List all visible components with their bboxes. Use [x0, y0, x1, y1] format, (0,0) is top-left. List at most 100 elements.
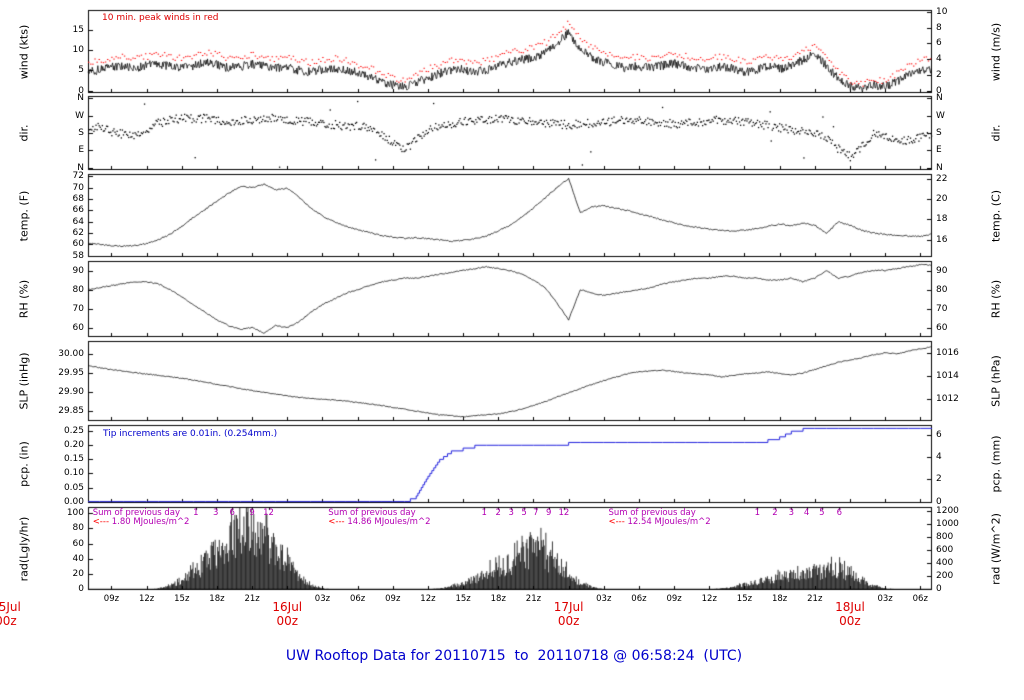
rad-hour-mark: 3 [508, 508, 514, 518]
date-label: 16Jul [272, 600, 303, 614]
chart-title: UW Rooftop Data for 20110715 to 20110718… [285, 648, 743, 664]
y-tick-label-right-slp: 1014 [936, 370, 959, 381]
axis-label-right-rad: rad (W/m^2) [989, 512, 1003, 585]
pcp-tip-note: Tip increments are 0.01in. (0.254mm.) [103, 429, 278, 439]
x-tick-label: 12z [138, 594, 155, 604]
y-tick-label-left-slp: 30.00 [58, 349, 84, 360]
y-tick-label-left-pcp: 0.05 [63, 482, 84, 493]
rad-sum-label: Sum of previous day [608, 508, 696, 518]
rad-sum-amount: 1.80 MJoules/m^2 [111, 517, 190, 527]
y-tick-label-right-wind: 6 [936, 38, 942, 49]
rad-hour-mark: 2 [772, 508, 778, 518]
y-tick-label-left-dir: E [78, 145, 84, 156]
y-tick-label-left-temp: 70 [72, 182, 84, 193]
y-tick-label-left-rad: 20 [72, 569, 84, 579]
x-tick-label: 15z [174, 594, 190, 604]
y-tick-label-left-wind: 10 [72, 45, 84, 56]
axis-label-right-pcp: pcp. (mm) [989, 435, 1003, 493]
y-tick-label-right-wind: 0 [936, 85, 942, 96]
rad-hour-mark: 6 [836, 508, 843, 518]
date-time-label: 00z [276, 614, 299, 628]
y-tick-label-right-temp: 18 [936, 214, 948, 225]
y-tick-label-right-rh: 70 [936, 303, 948, 314]
date-label: 17Jul [553, 600, 584, 614]
y-tick-label-right-rad: 0 [936, 584, 942, 595]
x-tick-label: 21z [525, 594, 542, 604]
y-tick-label-right-rad: 200 [936, 571, 954, 582]
x-tick-label: 15z [736, 594, 753, 604]
y-tick-label-left-dir: W [75, 110, 84, 121]
y-tick-label-right-rh: 90 [936, 265, 948, 276]
x-tick-label: 03z [314, 594, 331, 604]
arrow-left-icon: <--- [328, 517, 348, 527]
rad-sum-label: Sum of previous day [92, 508, 181, 518]
y-tick-label-right-pcp: 0 [936, 496, 942, 507]
date-label: 18Jul [835, 600, 865, 614]
rad-hour-mark: 1 [193, 508, 199, 518]
y-tick-label-right-dir: E [936, 145, 942, 156]
y-tick-label-left-pcp: 0.10 [63, 468, 84, 479]
y-tick-label-right-wind: 10 [936, 6, 948, 17]
axis-label-left-pcp: pcp. (in) [17, 441, 31, 487]
y-tick-label-right-wind: 2 [936, 69, 942, 80]
x-tick-label: 09z [103, 594, 120, 604]
axis-label-right-rh: RH (%) [989, 279, 1003, 319]
rad-sum-value: <--- 14.86 MJoules/m^2 [328, 518, 430, 527]
rad-sum-amount: 14.86 MJoules/m^2 [347, 517, 431, 527]
date-time-label: 00z [0, 614, 17, 628]
axis-label-left-slp: SLP (inHg) [17, 352, 31, 410]
y-tick-label-left-temp: 60 [72, 239, 84, 250]
y-tick-label-left-wind: 5 [78, 65, 84, 76]
rad-hour-mark: 9 [249, 508, 255, 518]
arrow-left-icon: <--- [92, 517, 112, 527]
axis-label-left-wind: wind (kts) [17, 24, 31, 79]
y-tick-label-left-rad: 60 [72, 538, 84, 549]
x-tick-label: 21z [244, 594, 260, 604]
y-tick-label-right-slp: 1016 [936, 348, 959, 359]
y-tick-label-right-pcp: 4 [936, 452, 942, 463]
y-tick-label-right-dir: N [936, 93, 943, 104]
wind-peak-note: 10 min. peak winds in red [102, 13, 219, 23]
x-tick-label: 09z [666, 594, 682, 604]
x-tick-label: 03z [877, 594, 893, 604]
y-tick-label-right-rad: 600 [936, 544, 954, 555]
rad-sum-value: <--- 12.54 MJoules/m^2 [608, 518, 710, 527]
axis-label-left-rad: rad(Lgly/hr) [17, 516, 31, 581]
axis-label-right-slp: SLP (hPa) [989, 355, 1003, 407]
x-tick-label: 18z [490, 594, 506, 604]
y-tick-label-right-dir: W [936, 110, 945, 121]
rad-hour-mark: 12 [263, 508, 274, 518]
axis-label-left-rh: RH (%) [17, 279, 31, 319]
y-tick-label-right-rad: 1000 [936, 518, 959, 529]
x-tick-label: 18z [771, 594, 788, 604]
y-tick-label-right-dir: S [936, 128, 942, 138]
x-tick-label: 06z [631, 594, 647, 604]
date-time-label: 00z [557, 614, 580, 628]
x-tick-label: 03z [596, 594, 612, 604]
y-tick-label-right-pcp: 6 [936, 430, 942, 441]
y-tick-label-left-temp: 62 [72, 228, 84, 239]
rad-sum-value: <--- 1.80 MJoules/m^2 [93, 518, 190, 527]
y-tick-label-left-temp: 66 [72, 205, 84, 216]
y-tick-label-left-temp: 72 [72, 171, 84, 182]
y-tick-label-right-wind: 4 [936, 54, 942, 65]
rad-hour-mark: 6 [229, 508, 235, 518]
rad-hour-mark: 7 [533, 508, 539, 518]
y-tick-label-left-slp: 29.85 [58, 406, 84, 417]
y-tick-label-left-rad: 40 [72, 553, 84, 564]
arrow-left-icon: <--- [608, 517, 628, 527]
y-tick-label-right-slp: 1012 [936, 393, 959, 404]
y-tick-label-left-wind: 0 [78, 85, 84, 96]
y-tick-label-right-wind: 8 [936, 22, 942, 33]
rad-hour-mark: 1 [481, 508, 487, 518]
x-tick-label: 12z [701, 594, 717, 604]
rad-hour-mark: 2 [495, 508, 501, 518]
y-tick-label-left-wind: 15 [72, 24, 84, 35]
rad-sum-amount: 12.54 MJoules/m^2 [627, 517, 711, 527]
x-tick-label: 18z [209, 594, 225, 604]
x-tick-label: 06z [912, 594, 928, 604]
y-tick-label-left-rad: 0 [78, 584, 84, 595]
y-tick-label-left-pcp: 0.20 [63, 440, 84, 451]
